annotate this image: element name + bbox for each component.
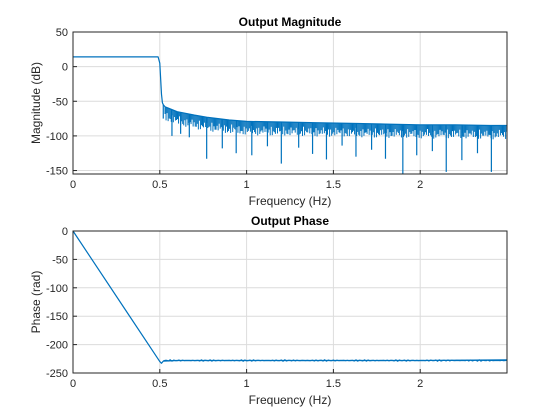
magnitude-y-tick-label: 0 [62,62,68,74]
phase-x-tick-label: 2 [417,378,423,390]
magnitude-x-tick-label: 1 [244,179,250,191]
phase-y-tick-label: -50 [52,254,68,266]
magnitude-x-tick-label: 2 [417,179,423,191]
magnitude-y-tick-label: 50 [56,27,68,39]
magnitude-panel: 0 0.5 1 1.5 2 50 0 -50 -100 -150 Output Magnitud… [29,15,508,208]
magnitude-x-ticks: 0 0.5 1 1.5 2 [70,170,423,191]
phase-y-axis-label: Phase (rad) [29,271,43,334]
phase-y-tick-label: -200 [46,340,68,352]
phase-x-tick-label: 1 [244,378,250,390]
magnitude-x-tick-label: 0 [70,179,76,191]
magnitude-axes-frame [72,31,508,175]
magnitude-chart-title: Output Magnitude [239,15,342,29]
phase-panel: 0 0.5 1 1.5 2 0 -50 -100 -150 -200 -250 Output Ph… [29,214,508,407]
phase-grid [72,230,507,374]
phase-x-ticks: 0 0.5 1 1.5 2 [70,369,423,390]
magnitude-series [73,56,508,174]
phase-x-tick-label: 0.5 [152,378,167,390]
phase-noise-line [163,359,508,362]
phase-y-tick-label: -250 [46,368,68,380]
magnitude-ripple-band [164,106,508,140]
magnitude-y-tick-label: -50 [52,96,68,108]
phase-y-tick-label: -100 [46,283,68,295]
phase-chart-title: Output Phase [251,214,329,228]
phase-axes-frame [72,230,508,374]
phase-series [72,230,508,364]
magnitude-x-axis-label: Frequency (Hz) [249,194,332,208]
phase-y-tick-label: 0 [62,226,68,238]
magnitude-line [73,56,507,127]
magnitude-y-ticks: 50 0 -50 -100 -150 [46,27,77,178]
phase-noise-band [163,359,508,362]
magnitude-x-tick-label: 0.5 [152,179,167,191]
phase-x-tick-label: 1.5 [326,378,341,390]
phase-x-tick-label: 0 [70,378,76,390]
phase-x-axis-label: Frequency (Hz) [249,393,332,407]
magnitude-x-tick-label: 1.5 [326,179,341,191]
phase-y-ticks: 0 -50 -100 -150 -200 -250 [46,226,77,380]
magnitude-grid [72,31,507,174]
magnitude-y-axis-label: Magnitude (dB) [29,62,43,144]
magnitude-y-tick-label: -150 [46,166,68,178]
phase-y-tick-label: -150 [46,311,68,323]
magnitude-y-tick-label: -100 [46,131,68,143]
phase-line [72,230,508,364]
